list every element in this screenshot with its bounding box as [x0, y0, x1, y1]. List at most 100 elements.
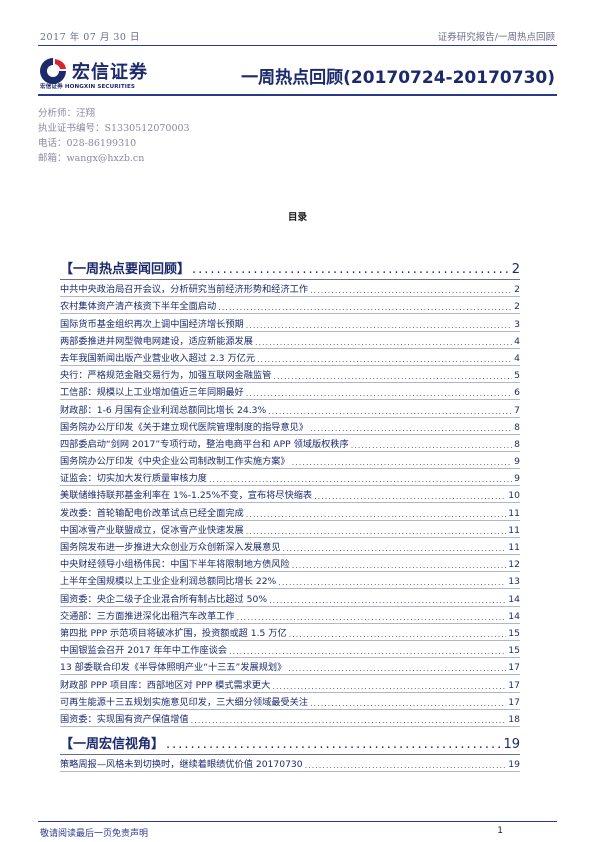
- toc-entry-label: 两部委推进并网型微电网建设，适应新能源发展: [60, 335, 253, 347]
- toc-section[interactable]: 【一周宏信视角】................................…: [60, 733, 520, 755]
- toc-entry[interactable]: 国务院办公厅印发《中央企业公司制改制工作实施方案》...............…: [60, 452, 520, 470]
- toc-entry[interactable]: 财政部 PPP 项目库：西部地区对 PPP 模式需求更大............…: [60, 675, 520, 693]
- toc-section-page: 19: [503, 736, 520, 752]
- toc-leader: ........................................…: [268, 406, 512, 416]
- toc-entry[interactable]: 国务院办公厅印发《关于建立现代医院管理制度的指导意见》.............…: [60, 418, 520, 435]
- toc-entry-label: 国务院发布进一步推进大众创业万众创新深入发展意见: [60, 542, 281, 553]
- header-rule: [38, 45, 557, 46]
- toc-entry[interactable]: 交通部：三方面推进深化出租汽车改革工作.....................…: [60, 607, 520, 624]
- toc-entry-label: 国务院办公厅印发《关于建立现代医院管理制度的指导意见》: [60, 421, 309, 433]
- toc-entry[interactable]: 13 部委联合印发《半导体照明产业“十三五”发展规划》.............…: [60, 658, 520, 676]
- toc-leader: ........................................…: [291, 458, 512, 468]
- toc-entry-page: 14: [508, 593, 520, 605]
- toc-entry-label: 美联储维持联邦基金利率在 1%-1.25%不变，宣布将尽快缩表: [60, 490, 313, 502]
- toc-entry[interactable]: 两部委推进并网型微电网建设，适应新能源发展...................…: [60, 332, 520, 349]
- toc-leader: ........................................…: [245, 389, 512, 399]
- toc-entry[interactable]: 国资委：实现国有资产保值增值..........................…: [60, 710, 520, 727]
- toc-leader: ........................................…: [190, 715, 507, 725]
- toc-entry[interactable]: 央行：严格规范金融交易行为，加强互联网金融监管.................…: [60, 366, 520, 384]
- toc-entry-page: 10: [508, 490, 520, 502]
- toc-section-title: 【一周热点要闻回顾】: [60, 262, 191, 277]
- toc-entry-label: 发改委：首轮输配电价改革试点已经全面完成: [60, 507, 244, 519]
- toc-entry-label: 国资委：央企二级子企业混合所有制占比超过 50%: [60, 593, 268, 605]
- toc-entry-page: 18: [508, 713, 520, 725]
- toc-entry[interactable]: 证监会：切实加大发行质量审核力度........................…: [60, 469, 520, 487]
- toc-entry-page: 15: [508, 645, 520, 657]
- toc-leader: ........................................…: [209, 475, 512, 485]
- toc-leader: ........................................…: [254, 337, 512, 347]
- toc-entry-label: 国际货币基金组织再次上调中国经济增长预期: [60, 318, 244, 330]
- toc-entry[interactable]: 第四批 PPP 示范项目将破冰扩围，投资额或超 1.5 万亿..........…: [60, 624, 520, 641]
- toc-entry[interactable]: 国资委：央企二级子企业混合所有制占比超过 50%................…: [60, 589, 520, 607]
- toc-entry-label: 13 部委联合印发《半导体照明产业“十三五”发展规划》: [60, 662, 287, 674]
- toc-leader: ........................................…: [291, 561, 507, 571]
- toc-section-page: 2: [511, 262, 520, 277]
- toc-entry[interactable]: 国际货币基金组织再次上调中国经济增长预期....................…: [60, 314, 520, 332]
- toc-entry-page: 5: [514, 370, 520, 382]
- toc-entry[interactable]: 美联储维持联邦基金利率在 1%-1.25%不变，宣布将尽快缩表.........…: [60, 486, 520, 504]
- toc-entry-label: 第四批 PPP 示范项目将破冰扩围，投资额或超 1.5 万亿: [60, 627, 287, 639]
- toc-entry-label: 上半年全国规模以上工业企业利润总额同比增长 22%: [60, 576, 277, 588]
- toc-entry-label: 中央财经领导小组杨伟民：中国下半年将限制地方债风险: [60, 559, 290, 571]
- toc-entry-page: 2: [514, 284, 520, 296]
- toc-entry[interactable]: 工信部：规模以上工业增加值近三年同期最好....................…: [60, 383, 520, 401]
- toc-entry-label: 四部委启动“剑网 2017”专项行动，整治电商平台和 APP 领域版权秩序: [60, 438, 349, 450]
- toc-entry-page: 6: [514, 387, 520, 399]
- toc-entry[interactable]: 上半年全国规模以上工业企业利润总额同比增长 22%...............…: [60, 572, 520, 590]
- company-logo: 宏信证券 宏信证券 HONGXIN SECURITIES: [38, 54, 168, 92]
- toc-entry[interactable]: 发改委：首轮输配电价改革试点已经全面完成....................…: [60, 503, 520, 521]
- toc-entry-label: 央行：严格规范金融交易行为，加强互联网金融监管: [60, 370, 272, 382]
- toc-entry-page: 9: [514, 456, 520, 468]
- toc-leader: ........................................…: [310, 286, 513, 296]
- toc-entry-page: 17: [508, 662, 520, 674]
- analyst-email[interactable]: 邮箱：wangx@hxzb.cn: [38, 153, 145, 164]
- toc-entry-page: 17: [508, 696, 520, 708]
- toc-entry[interactable]: 农村集体资产清产核资下半年全面启动.......................…: [60, 297, 520, 315]
- toc-leader: ........................................…: [166, 736, 502, 752]
- toc-entry-label: 中共中央政治局召开会议，分析研究当前经济形势和经济工作: [60, 284, 309, 296]
- toc-entry[interactable]: 中国冰雪产业联盟成立，促冰雪产业快速发展....................…: [60, 521, 520, 538]
- toc-leader: ........................................…: [192, 262, 510, 277]
- toc-leader: ........................................…: [272, 681, 507, 691]
- toc-entry[interactable]: 国务院发布进一步推进大众创业万众创新深入发展意见................…: [60, 538, 520, 555]
- toc-entry-label: 去年我国新闻出版产业营业收入超过 2.3 万亿元: [60, 352, 256, 364]
- toc-entry-label: 交通部：三方面推进深化出租汽车改革工作: [60, 610, 235, 622]
- toc-leader: ........................................…: [257, 354, 513, 364]
- toc-entry[interactable]: 策略周报—风格未到切换时，继续着眼绩优价值 20170730..........…: [60, 755, 520, 773]
- footer-rule: [38, 821, 557, 822]
- toc-entry-page: 8: [514, 438, 520, 450]
- toc-leader: ........................................…: [245, 509, 507, 519]
- hongxin-logo-icon: [40, 58, 66, 84]
- toc-entry-page: 17: [508, 679, 520, 691]
- page-header: 2017 年 07 月 30 日 证券研究报告/一周热点回顾: [38, 29, 557, 43]
- table-of-contents: 【一周热点要闻回顾】..............................…: [60, 252, 520, 773]
- toc-entry-page: 11: [508, 524, 520, 536]
- toc-leader: ........................................…: [273, 372, 513, 382]
- toc-entry-label: 策略周报—风格未到切换时，继续着眼绩优价值 20170730: [60, 759, 303, 771]
- toc-entry[interactable]: 中国银监会召开 2017 年年中工作座谈会...................…: [60, 641, 520, 659]
- toc-entry-label: 工信部：规模以上工业增加值近三年同期最好: [60, 387, 244, 399]
- toc-entry-page: 2: [514, 301, 520, 313]
- toc-leader: ........................................…: [269, 595, 507, 605]
- toc-leader: ........................................…: [288, 664, 506, 674]
- toc-leader: ........................................…: [229, 647, 506, 657]
- toc-entry-page: 11: [508, 507, 520, 519]
- toc-leader: ........................................…: [288, 629, 507, 639]
- toc-entry-page: 15: [508, 627, 520, 639]
- toc-entry[interactable]: 去年我国新闻出版产业营业收入超过 2.3 万亿元................…: [60, 349, 520, 366]
- footer-disclaimer: 敬请阅读最后一页免责声明: [40, 829, 149, 839]
- report-title: 一周热点回顾(20170724-20170730): [241, 68, 555, 88]
- toc-leader: ........................................…: [310, 423, 513, 433]
- toc-entry-page: 13: [508, 576, 520, 588]
- report-date: 2017 年 07 月 30 日: [40, 32, 140, 43]
- toc-entry-page: 8: [514, 421, 520, 433]
- toc-section[interactable]: 【一周热点要闻回顾】..............................…: [60, 258, 520, 280]
- analyst-license: 执业证书编号：S1330512070003: [38, 123, 190, 134]
- footer-page-number: 1: [497, 826, 503, 836]
- toc-entry[interactable]: 可再生能源十三五规划实施意见印发，三大细分领域最受关注.............…: [60, 693, 520, 710]
- toc-entry[interactable]: 财政部：1-6 月国有企业利润总额同比增长 24.3%.............…: [60, 400, 520, 418]
- toc-entry[interactable]: 四部委启动“剑网 2017”专项行动，整治电商平台和 APP 领域版权秩序...…: [60, 435, 520, 452]
- toc-entry[interactable]: 中共中央政治局召开会议，分析研究当前经济形势和经济工作.............…: [60, 280, 520, 298]
- toc-entry-page: 19: [508, 759, 520, 771]
- toc-entry[interactable]: 中央财经领导小组杨伟民：中国下半年将限制地方债风险...............…: [60, 555, 520, 573]
